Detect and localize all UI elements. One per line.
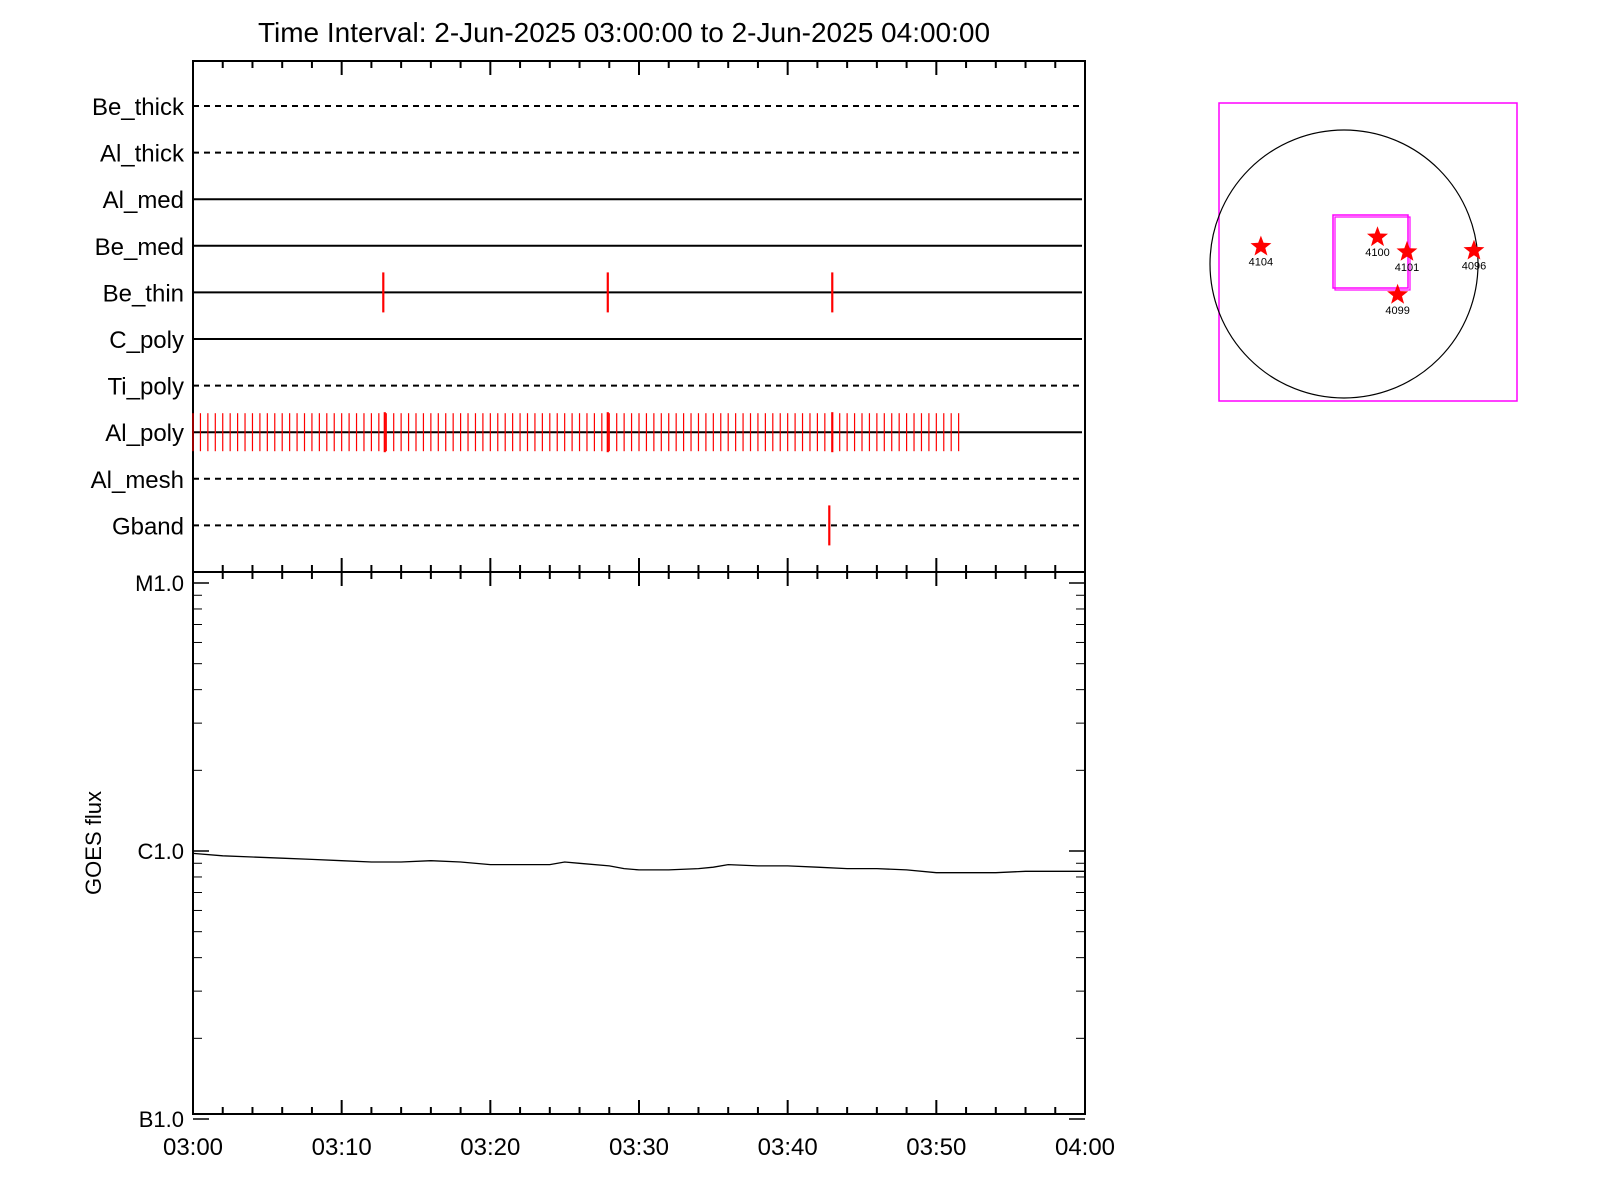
goes-frame xyxy=(192,571,1086,1115)
channel-label: Al_thick xyxy=(100,141,185,168)
y-axis-label: GOES flux xyxy=(81,791,106,895)
timeline-frame xyxy=(192,60,1086,573)
channel-label: Be_thin xyxy=(103,280,184,307)
timeline-panel: Be_thick Al_thick Al_med Be_med Be_thin C_pol… xyxy=(91,60,1086,573)
y-tick-label: B1.0 xyxy=(139,1107,184,1132)
map-frame xyxy=(1218,102,1518,402)
channel-label: Al_med xyxy=(103,187,184,214)
channel-label: Be_med xyxy=(95,234,184,261)
goes-flux-line xyxy=(192,852,1085,874)
channel-label: Al_mesh xyxy=(91,467,184,494)
region-label: 4101 xyxy=(1395,262,1419,274)
region-label: 4096 xyxy=(1462,261,1486,273)
x-tick-label: 03:30 xyxy=(609,1134,669,1161)
solar-disk xyxy=(1209,129,1479,399)
x-tick-label: 04:00 xyxy=(1055,1134,1115,1161)
x-tick-label: 03:50 xyxy=(906,1134,966,1161)
x-tick-label: 03:40 xyxy=(758,1134,818,1161)
goes-flux-panel: 03:00 03:10 03:20 03:30 03:40 03:50 04:00 M1.0 C… xyxy=(81,571,1115,1161)
y-tick-label: M1.0 xyxy=(135,571,184,596)
channel-label: Ti_poly xyxy=(108,374,184,401)
x-tick-label: 03:00 xyxy=(163,1134,223,1161)
channel-label: C_poly xyxy=(109,327,184,354)
region-star xyxy=(1250,235,1272,256)
x-tick-label: 03:20 xyxy=(460,1134,520,1161)
region-label: 4099 xyxy=(1385,305,1409,317)
channel-label: Gband xyxy=(112,513,184,540)
chart-title: Time Interval: 2-Jun-2025 03:00:00 to 2-… xyxy=(258,17,990,48)
region-star xyxy=(1396,240,1418,261)
region-label: 4104 xyxy=(1249,257,1273,269)
y-tick-label: C1.0 xyxy=(138,839,184,864)
region-star xyxy=(1387,283,1409,304)
channel-label: Be_thick xyxy=(92,94,185,121)
region-label: 4100 xyxy=(1365,247,1389,259)
solar-disk-map: 4104 4100 4101 4096 4099 xyxy=(1209,102,1518,402)
channel-label: Al_poly xyxy=(105,420,184,447)
x-tick-label: 03:10 xyxy=(312,1134,372,1161)
region-star xyxy=(1463,239,1485,260)
region-star xyxy=(1367,226,1388,247)
